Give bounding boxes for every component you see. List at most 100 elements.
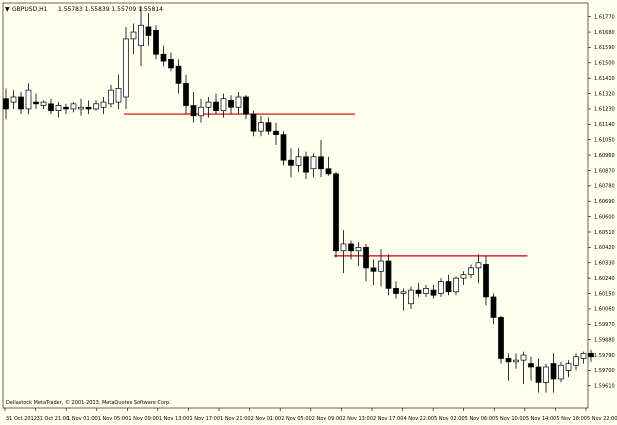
candle xyxy=(115,74,122,109)
candle xyxy=(280,131,287,166)
candle xyxy=(535,358,542,393)
candle-body-bullish xyxy=(220,98,227,112)
x-tick-label: 1 Nov 21:00 xyxy=(220,416,251,422)
y-tick-label: 1.60330 xyxy=(594,261,615,267)
candle-body-bullish xyxy=(408,289,414,305)
candle xyxy=(3,88,9,120)
x-tick-label: 4 Nov 22:00 xyxy=(404,416,435,422)
candle-body-bearish xyxy=(3,98,9,110)
candle xyxy=(18,91,24,115)
candle xyxy=(445,274,452,296)
candle-body-bearish xyxy=(85,106,92,110)
candle-body-bullish xyxy=(100,101,107,108)
candle xyxy=(385,254,392,296)
y-tick-label: 1.59970 xyxy=(594,322,615,328)
candle-body-bullish xyxy=(130,31,137,40)
candle xyxy=(310,153,317,178)
candle-body-bearish xyxy=(505,358,512,363)
plot-frame xyxy=(2,2,589,409)
candle-body-bullish xyxy=(580,352,587,359)
candle xyxy=(400,288,407,311)
candle xyxy=(453,276,459,296)
candles xyxy=(3,6,594,393)
x-tick-label: 5 Nov 10:00 xyxy=(495,416,526,422)
y-tick-label: 1.59790 xyxy=(594,353,615,359)
candle xyxy=(460,271,467,285)
x-tick-label: 2 Nov 13:00 xyxy=(342,416,373,422)
x-tick-label: 5 Nov 02:00 xyxy=(434,416,465,422)
candle xyxy=(213,93,219,115)
candle-body-bearish xyxy=(145,26,152,36)
y-tick-label: 1.60420 xyxy=(594,245,615,251)
candle xyxy=(220,93,227,118)
header-arrow[interactable]: ▼ xyxy=(5,6,10,13)
candle xyxy=(408,286,414,309)
y-tick-label: 1.60780 xyxy=(594,184,615,190)
candle-body-bearish xyxy=(175,65,182,84)
candle-body-bullish xyxy=(453,277,459,293)
y-tick-label: 1.61050 xyxy=(594,138,615,144)
candle-body-bullish xyxy=(10,96,17,103)
x-tick-label: 2 Nov 09:00 xyxy=(312,416,343,422)
x-tick-label: 1 Nov 17:00 xyxy=(189,416,220,422)
candle-body-bearish xyxy=(153,29,159,55)
x-tick-label: 5 Nov 18:00 xyxy=(556,416,587,422)
candle xyxy=(33,93,39,109)
y-tick-label: 1.60060 xyxy=(594,307,615,313)
y-tick-label: 1.61680 xyxy=(594,30,615,36)
candle-body-bullish xyxy=(93,103,99,110)
candle xyxy=(423,284,429,297)
candle-body-bearish xyxy=(535,366,542,383)
candle-body-bearish xyxy=(385,260,392,289)
candle-body-bullish xyxy=(475,262,482,269)
y-tick-label: 1.60150 xyxy=(594,291,615,297)
candle xyxy=(190,91,197,123)
candle xyxy=(265,117,272,135)
y-tick-label: 1.60960 xyxy=(594,153,615,159)
candle-body-bullish xyxy=(138,24,144,47)
candle xyxy=(438,278,444,297)
candle-body-bearish xyxy=(550,363,557,380)
candle xyxy=(303,151,309,180)
x-tick-label: 1 Nov 09:00 xyxy=(128,416,159,422)
candle xyxy=(340,230,347,273)
candle xyxy=(580,351,587,364)
candle-body-bearish xyxy=(183,82,189,106)
axis-layer: 1.61770 1.61680 1.61590 1.61500 1.61410 1.613… xyxy=(4,14,617,422)
candle xyxy=(333,172,339,258)
candle-body-bearish xyxy=(168,59,174,69)
candle-body-bearish xyxy=(445,281,452,293)
candle xyxy=(348,240,354,260)
candle-body-bullish xyxy=(198,106,204,117)
candle-body-bearish xyxy=(325,168,332,175)
candle-body-bullish xyxy=(78,106,84,110)
candle xyxy=(168,52,174,72)
candle-body-bullish xyxy=(295,156,302,166)
candle-body-bearish xyxy=(588,352,594,358)
candle-body-bullish xyxy=(108,89,114,105)
x-tick-label: 1 Nov 05:00 xyxy=(98,416,129,422)
candle xyxy=(48,98,54,115)
candle-body-bullish xyxy=(513,359,519,363)
y-tick-label: 1.60690 xyxy=(594,199,615,205)
candle xyxy=(250,110,257,137)
x-tick-label: 5 Nov 22:00 xyxy=(587,416,617,422)
candle-body-bearish xyxy=(250,113,257,132)
candle xyxy=(145,13,152,46)
candle xyxy=(228,95,234,115)
candle-body-bearish xyxy=(18,96,24,110)
candle xyxy=(123,26,129,109)
candle-body-bearish xyxy=(213,101,219,112)
candle xyxy=(378,249,384,287)
candle-body-bullish xyxy=(438,281,444,294)
candle xyxy=(520,351,527,385)
candle-body-bullish xyxy=(55,105,62,112)
candle xyxy=(108,85,114,108)
candle-body-bearish xyxy=(528,363,534,368)
candle xyxy=(205,96,212,118)
y-tick-label: 1.59880 xyxy=(594,337,615,343)
candle xyxy=(498,315,504,364)
